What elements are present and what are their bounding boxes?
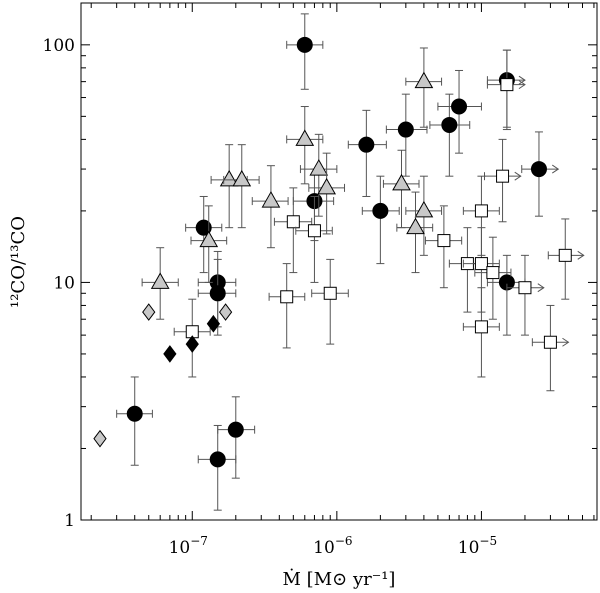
- grey-triangles-series: [141, 47, 443, 320]
- black-diamonds-series: [163, 314, 221, 363]
- data-point-triangle: [219, 169, 239, 187]
- data-point-circle: [530, 161, 547, 178]
- data-layer: [93, 13, 585, 511]
- data-point-square: [474, 204, 488, 218]
- data-point-triangle: [150, 272, 170, 289]
- x-tick-label: 10−5: [458, 534, 497, 558]
- data-point-triangle: [199, 230, 219, 248]
- data-point-diamond: [142, 303, 156, 321]
- grey-diamonds-series: [93, 303, 233, 448]
- x-tick-base: 10: [169, 538, 191, 558]
- y-tick-label: 100: [43, 36, 75, 56]
- black-circles-series: [116, 13, 560, 511]
- data-point-triangle: [406, 217, 425, 235]
- data-point-square: [486, 266, 500, 280]
- data-point-square: [286, 215, 300, 229]
- data-point-square: [500, 78, 514, 92]
- data-point-circle: [227, 421, 244, 438]
- data-point-diamond: [185, 335, 199, 353]
- y-tick-label: 1: [64, 511, 75, 531]
- x-tick-base: 10: [458, 538, 480, 558]
- x-limit-arrow: [518, 80, 526, 90]
- data-point-square: [307, 224, 321, 238]
- data-point-diamond: [206, 314, 221, 333]
- data-point-circle: [126, 405, 143, 422]
- data-point-triangle: [414, 71, 434, 89]
- data-point-circle: [195, 219, 212, 236]
- data-point-square: [496, 169, 510, 183]
- data-point-square: [437, 234, 451, 248]
- x-tick-exponent: −6: [335, 534, 353, 548]
- data-point-circle: [441, 116, 458, 133]
- data-point-circle: [296, 36, 313, 53]
- x-tick-base: 10: [313, 538, 335, 558]
- x-limit-arrow: [577, 250, 585, 260]
- data-point-circle: [451, 98, 468, 115]
- data-point-square: [518, 281, 532, 295]
- data-point-diamond: [218, 303, 233, 321]
- x-tick-label: 10−6: [313, 534, 352, 558]
- x-limit-arrow: [537, 283, 545, 293]
- data-point-triangle: [414, 200, 434, 218]
- x-limit-arrow: [562, 337, 570, 347]
- data-point-triangle: [317, 177, 336, 195]
- data-point-square: [474, 257, 488, 271]
- x-tick-exponent: −7: [190, 534, 208, 548]
- x-limit-arrow: [518, 75, 526, 85]
- open-squares-series: [173, 49, 585, 392]
- data-point-triangle: [261, 191, 281, 208]
- data-point-square: [323, 286, 337, 300]
- x-axis-title: Ṁ [M⊙ yr⁻¹]: [283, 567, 396, 590]
- data-point-circle: [358, 136, 375, 153]
- data-point-circle: [372, 202, 389, 219]
- data-point-circle: [209, 285, 226, 302]
- plot-frame: [80, 2, 598, 521]
- data-point-diamond: [93, 429, 107, 448]
- data-point-triangle: [232, 169, 252, 187]
- data-point-triangle: [295, 129, 315, 146]
- data-point-square: [543, 335, 557, 349]
- data-point-diamond: [163, 345, 177, 363]
- x-limit-arrow: [514, 171, 522, 181]
- data-point-triangle: [392, 173, 411, 191]
- x-tick-exponent: −5: [479, 534, 497, 548]
- data-point-square: [474, 320, 488, 334]
- data-point-triangle: [309, 159, 329, 176]
- data-point-circle: [209, 451, 226, 468]
- y-axis-title: ¹²CO/¹³CO: [8, 216, 29, 308]
- x-limit-arrow: [551, 164, 560, 174]
- data-point-square: [280, 290, 294, 304]
- y-tick-label: 10: [53, 273, 75, 293]
- x-tick-label: 10−7: [169, 534, 208, 558]
- data-point-circle: [397, 121, 414, 138]
- data-point-square: [558, 248, 572, 262]
